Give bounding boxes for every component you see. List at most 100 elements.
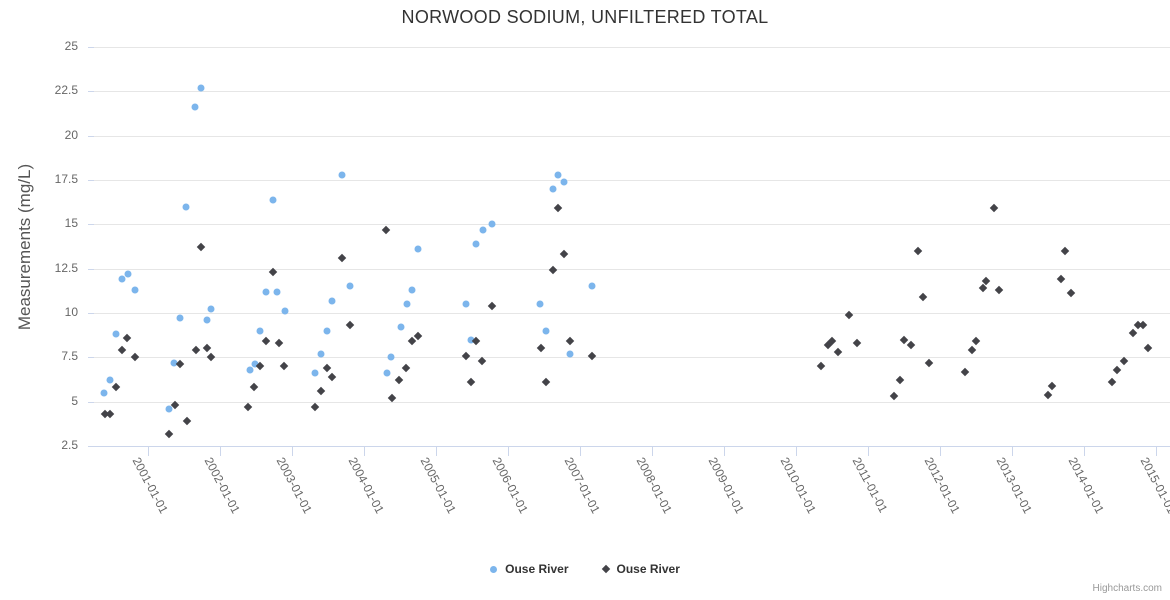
- data-point-diamond[interactable]: [960, 367, 969, 376]
- data-point-diamond[interactable]: [130, 353, 140, 362]
- data-point-circle[interactable]: [262, 288, 270, 296]
- data-point-circle[interactable]: [197, 84, 205, 92]
- data-point-circle[interactable]: [273, 288, 281, 296]
- data-point-circle[interactable]: [408, 286, 416, 294]
- data-point-circle[interactable]: [467, 336, 475, 344]
- data-point-diamond[interactable]: [1138, 321, 1147, 330]
- data-point-diamond[interactable]: [1113, 365, 1122, 374]
- data-point-circle[interactable]: [203, 316, 211, 324]
- highcharts-credits-link[interactable]: Highcharts.com: [1092, 583, 1162, 594]
- data-point-diamond[interactable]: [895, 376, 905, 385]
- data-point-diamond[interactable]: [274, 338, 284, 348]
- data-point-circle[interactable]: [338, 171, 346, 179]
- data-point-diamond[interactable]: [337, 253, 346, 263]
- data-point-circle[interactable]: [323, 327, 331, 335]
- data-point-diamond[interactable]: [995, 285, 1004, 295]
- data-point-circle[interactable]: [191, 103, 199, 111]
- data-point-circle[interactable]: [131, 286, 139, 294]
- data-point-diamond[interactable]: [536, 344, 545, 353]
- data-point-circle[interactable]: [536, 300, 544, 308]
- data-point-circle[interactable]: [346, 282, 354, 290]
- data-point-circle[interactable]: [246, 366, 254, 374]
- data-point-diamond[interactable]: [844, 310, 854, 320]
- data-point-diamond[interactable]: [395, 376, 404, 385]
- data-point-diamond[interactable]: [1056, 275, 1066, 284]
- data-point-diamond[interactable]: [488, 301, 497, 311]
- data-point-diamond[interactable]: [549, 266, 558, 275]
- data-point-diamond[interactable]: [202, 344, 212, 353]
- data-point-circle[interactable]: [403, 300, 411, 308]
- data-point-circle[interactable]: [112, 330, 120, 338]
- data-point-diamond[interactable]: [261, 337, 271, 346]
- data-point-diamond[interactable]: [256, 361, 265, 371]
- data-point-diamond[interactable]: [401, 363, 411, 373]
- data-point-diamond[interactable]: [972, 337, 981, 346]
- data-point-diamond[interactable]: [466, 377, 475, 387]
- data-point-diamond[interactable]: [164, 429, 174, 438]
- data-point-diamond[interactable]: [1108, 377, 1117, 387]
- data-point-diamond[interactable]: [1066, 289, 1075, 298]
- data-point-diamond[interactable]: [322, 363, 331, 373]
- data-point-diamond[interactable]: [833, 347, 843, 357]
- data-point-circle[interactable]: [542, 327, 550, 335]
- data-point-diamond[interactable]: [176, 360, 185, 369]
- data-point-circle[interactable]: [588, 282, 596, 290]
- data-point-circle[interactable]: [560, 178, 568, 186]
- data-point-circle[interactable]: [472, 240, 480, 248]
- data-point-circle[interactable]: [479, 226, 487, 234]
- data-point-circle[interactable]: [269, 196, 277, 203]
- data-point-circle[interactable]: [311, 369, 319, 377]
- data-point-diamond[interactable]: [913, 246, 923, 256]
- data-point-diamond[interactable]: [196, 243, 205, 252]
- legend-item-ouse-river-2[interactable]: Ouse River: [601, 562, 680, 576]
- data-point-diamond[interactable]: [1128, 328, 1137, 337]
- data-point-circle[interactable]: [566, 350, 574, 358]
- data-point-circle[interactable]: [281, 307, 289, 315]
- data-point-diamond[interactable]: [279, 361, 289, 371]
- data-point-diamond[interactable]: [182, 416, 192, 426]
- data-point-circle[interactable]: [414, 245, 422, 253]
- data-point-diamond[interactable]: [989, 204, 998, 213]
- data-point-diamond[interactable]: [906, 340, 915, 350]
- data-point-diamond[interactable]: [967, 345, 977, 355]
- data-point-diamond[interactable]: [471, 337, 480, 346]
- data-point-diamond[interactable]: [889, 392, 899, 401]
- data-point-diamond[interactable]: [207, 353, 216, 362]
- data-point-circle[interactable]: [207, 305, 215, 313]
- data-point-diamond[interactable]: [345, 321, 354, 330]
- data-point-circle[interactable]: [387, 353, 395, 361]
- data-point-circle[interactable]: [118, 275, 126, 283]
- data-point-diamond[interactable]: [249, 383, 259, 392]
- data-point-diamond[interactable]: [1060, 246, 1070, 256]
- data-point-circle[interactable]: [176, 314, 184, 322]
- data-point-diamond[interactable]: [853, 338, 862, 348]
- data-point-diamond[interactable]: [553, 204, 563, 213]
- data-point-circle[interactable]: [462, 300, 470, 308]
- data-point-diamond[interactable]: [925, 358, 934, 367]
- data-point-circle[interactable]: [251, 360, 259, 368]
- data-point-diamond[interactable]: [105, 409, 115, 419]
- data-point-diamond[interactable]: [1144, 344, 1153, 353]
- data-point-circle[interactable]: [549, 185, 557, 193]
- data-point-circle[interactable]: [397, 323, 405, 331]
- data-point-circle[interactable]: [256, 327, 264, 335]
- data-point-circle[interactable]: [100, 389, 108, 397]
- data-point-diamond[interactable]: [542, 377, 551, 387]
- data-point-diamond[interactable]: [310, 402, 320, 412]
- data-point-diamond[interactable]: [407, 337, 416, 346]
- data-point-circle[interactable]: [106, 376, 114, 384]
- data-point-diamond[interactable]: [979, 283, 988, 293]
- data-point-circle[interactable]: [124, 270, 132, 278]
- data-point-circle[interactable]: [170, 359, 178, 367]
- data-point-diamond[interactable]: [243, 402, 253, 412]
- data-point-diamond[interactable]: [918, 292, 928, 302]
- data-point-diamond[interactable]: [1047, 381, 1057, 390]
- data-point-diamond[interactable]: [112, 383, 121, 392]
- data-point-circle[interactable]: [488, 220, 496, 228]
- data-point-diamond[interactable]: [122, 333, 132, 343]
- data-point-diamond[interactable]: [461, 351, 470, 360]
- data-point-diamond[interactable]: [587, 351, 596, 360]
- data-point-diamond[interactable]: [191, 345, 200, 355]
- data-point-circle[interactable]: [328, 297, 336, 305]
- data-point-diamond[interactable]: [382, 225, 391, 234]
